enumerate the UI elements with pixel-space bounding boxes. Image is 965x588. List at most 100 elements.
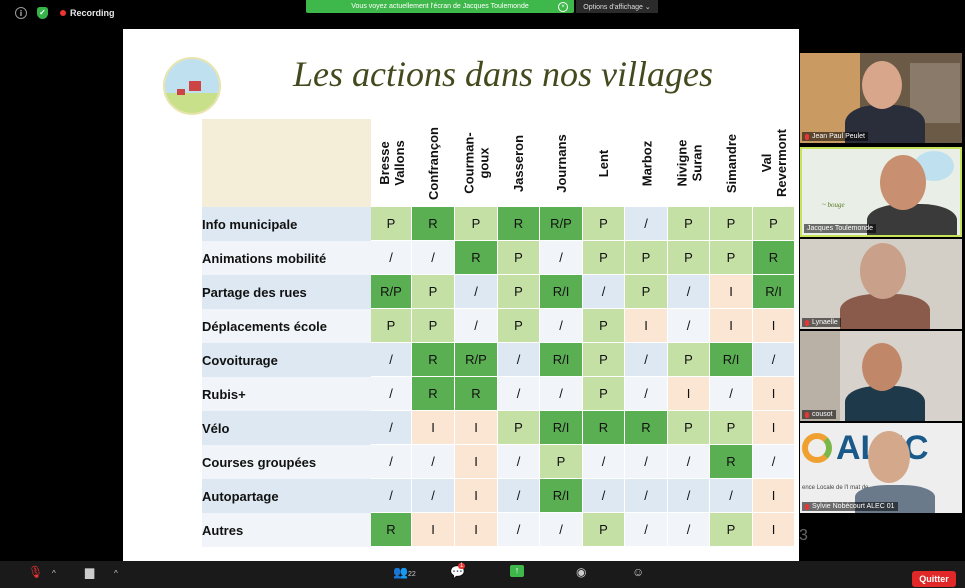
table-cell: P [583, 241, 625, 274]
participant-name: Sylvie Nobécourt ALEC 01 [802, 502, 898, 511]
table-cell: P [583, 343, 625, 376]
participant-tile-active[interactable]: ~ bouge Jacques Toulemonde [800, 147, 962, 237]
slide-title: Les actions dans nos villages [293, 54, 713, 94]
table-cell: R/I [540, 343, 583, 376]
table-cell: R [412, 207, 455, 240]
table-cell: P [668, 241, 710, 274]
participant-tile[interactable]: Lynaelle [800, 239, 962, 329]
table-cell: / [625, 207, 668, 240]
table-cell: P [583, 513, 625, 546]
table-cell: P [668, 343, 710, 376]
table-cell: / [540, 309, 583, 342]
table-cell: / [540, 377, 583, 410]
table-cell: I [412, 513, 455, 546]
table-cell: / [625, 343, 668, 376]
video-camera-icon[interactable]: ▆ [85, 565, 95, 579]
table-cell: I [710, 275, 753, 308]
table-cell: I [753, 309, 795, 342]
table-cell: R [498, 207, 540, 240]
participant-tile[interactable]: cousot [800, 331, 962, 421]
table-cell: / [710, 377, 753, 410]
table-cell: R/P [540, 207, 583, 240]
table-cell: P [753, 207, 795, 240]
table-cell: I [455, 513, 498, 546]
column-header: Val Revermont [759, 129, 790, 197]
chevron-up-icon[interactable]: ^ [52, 569, 56, 578]
bottom-toolbar: 🎙 ^ ▆ ^ 👥22 💬 1 ↑ ◉ ☺ [0, 561, 965, 588]
table-cell: P [455, 207, 498, 240]
shield-check-icon[interactable]: ✓ [37, 6, 48, 20]
table-cell: I [625, 309, 668, 342]
table-cell: P [371, 309, 412, 342]
row-label: Autopartage [202, 479, 371, 513]
chat-icon[interactable]: 💬 1 [450, 563, 466, 579]
view-options-button[interactable]: Options d'affichage ⌄ [576, 0, 658, 13]
row-label: Rubis+ [202, 377, 371, 411]
page-number: 3 [799, 527, 808, 544]
muted-mic-icon[interactable]: 🎙 [28, 565, 44, 579]
row-label: Animations mobilité [202, 241, 371, 275]
table-cell: / [668, 275, 710, 308]
record-icon[interactable]: ◉ [576, 565, 587, 579]
chevron-up-icon[interactable]: ^ [114, 569, 118, 578]
quit-button[interactable]: Quitter [912, 571, 956, 587]
participants-icon[interactable]: 👥22 [393, 565, 416, 579]
table-cell: / [668, 479, 710, 512]
table-cell: / [625, 377, 668, 410]
column-header: Marboz [639, 140, 654, 186]
banner-close-icon[interactable]: × [558, 2, 568, 12]
table-cell: / [371, 411, 412, 444]
table-cell: / [371, 445, 412, 478]
participant-name: cousot [802, 410, 836, 419]
row-label: Vélo [202, 411, 371, 445]
table-cell: / [498, 343, 540, 376]
table-cell: P [412, 309, 455, 342]
row-label: Info municipale [202, 207, 371, 241]
table-cell: P [583, 377, 625, 410]
recording-indicator[interactable]: Recording [60, 6, 115, 20]
table-cell: P [710, 513, 753, 546]
table-cell: / [668, 513, 710, 546]
table-cell: / [498, 445, 540, 478]
table-cell: P [668, 207, 710, 240]
table-cell: P [498, 275, 540, 308]
info-icon[interactable]: i [15, 6, 27, 20]
column-header: Confrançon [426, 126, 442, 200]
table-cell: P [498, 309, 540, 342]
table-cell: P [710, 207, 753, 240]
table-cell: I [455, 445, 498, 478]
column-header: Bresse Vallons [376, 140, 407, 186]
table-cell: P [625, 241, 668, 274]
table-cell: R [455, 241, 498, 274]
row-label: Partage des rues [202, 275, 371, 309]
table-cell: P [710, 241, 753, 274]
table-cell: / [498, 513, 540, 546]
top-bar: i ✓ Recording Vous voyez actuellement l'… [0, 0, 965, 28]
table-cell: / [412, 479, 455, 512]
table-cell: I [753, 411, 795, 444]
participant-name: Jacques Toulemonde [804, 224, 877, 233]
share-screen-icon[interactable]: ↑ [510, 565, 524, 577]
table-cell: R [710, 445, 753, 478]
table-cell: R/I [710, 343, 753, 376]
table-cell: / [668, 309, 710, 342]
table-cell: R/I [540, 275, 583, 308]
table-cell: R [412, 343, 455, 376]
participant-tile[interactable]: ALEC ence Locale de l'I mat de Sylvie No… [800, 423, 962, 513]
quit-label: Quitter [919, 574, 949, 584]
table-cell: P [583, 207, 625, 240]
table-cell: P [498, 241, 540, 274]
participant-name: Lynaelle [802, 318, 841, 327]
table-cell: P [668, 411, 710, 444]
banner-text: Vous voyez actuellement l'écran de Jacqu… [351, 3, 529, 10]
reactions-icon[interactable]: ☺ [632, 565, 645, 579]
participant-tile[interactable]: Jean Paul Peulet [800, 53, 962, 143]
table-cell: I [455, 411, 498, 444]
participant-name: Jean Paul Peulet [802, 132, 868, 141]
table-cell: P [710, 411, 753, 444]
muted-mic-icon [805, 411, 809, 418]
table-cell: R [412, 377, 455, 410]
muted-mic-icon [805, 133, 809, 140]
table-cell: R [753, 241, 795, 274]
row-label: Courses groupées [202, 445, 371, 479]
